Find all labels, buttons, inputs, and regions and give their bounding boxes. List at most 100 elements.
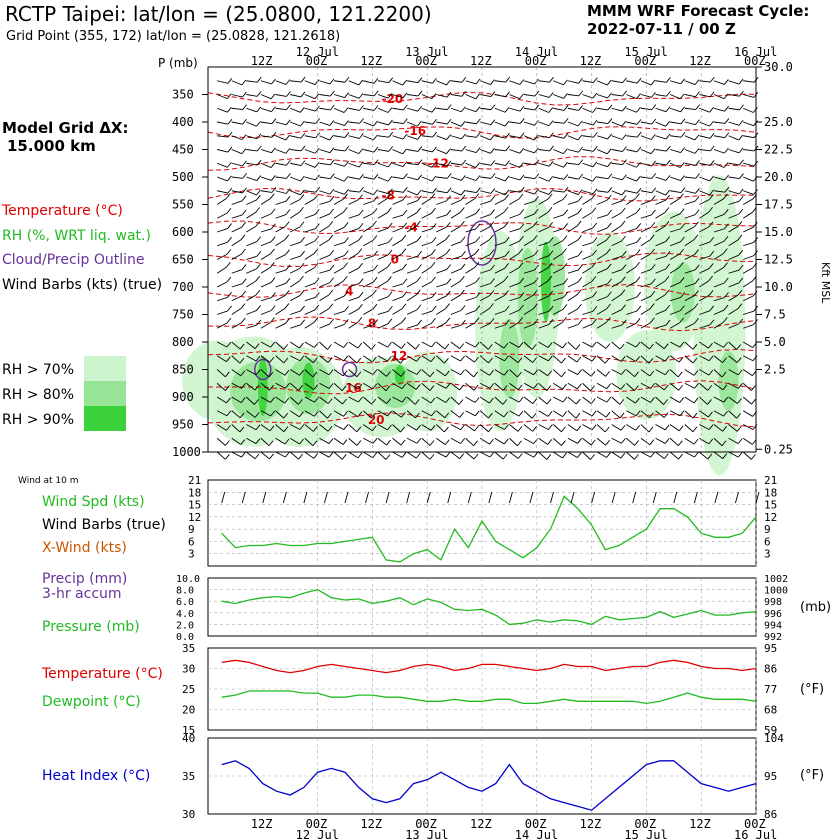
wind-barb-flag (226, 317, 232, 324)
wind-barb (436, 107, 448, 111)
wind-barb-flag (694, 221, 699, 228)
wind-barb-flag (707, 453, 713, 460)
wind-barb (465, 410, 476, 417)
wind-barb (728, 410, 737, 419)
wind-barb-flag (666, 90, 671, 97)
wind-barb (377, 121, 389, 126)
temp-tick-left: 30 (182, 663, 195, 676)
wind-barb-flag (548, 189, 554, 195)
wind-barb (479, 382, 491, 389)
wind-barb (406, 225, 417, 233)
wind-barb-flag (357, 248, 363, 254)
wind-barb-flag (738, 188, 744, 195)
temp-contour-label: 20 (368, 413, 385, 427)
wind-barb-flag (286, 173, 291, 179)
wind-barb (406, 255, 418, 260)
wind-barb (655, 424, 666, 431)
wind-barb (377, 242, 389, 247)
wind-barb-flag (373, 90, 379, 97)
wind-barb (684, 295, 695, 302)
wind-barb (582, 135, 594, 138)
wind-barb (392, 149, 403, 155)
wind-barb (231, 396, 242, 403)
wind-barb (450, 162, 462, 166)
wind-barb (728, 424, 738, 432)
time-tick-label-top: 12Z (360, 54, 382, 68)
wind-barb (275, 369, 286, 376)
wind-barb (669, 341, 681, 348)
wind-barb-flag (563, 173, 569, 180)
wind-barb-flag (476, 118, 481, 125)
wind-barb (611, 369, 622, 375)
wind-barb (494, 190, 506, 196)
wind-barb (523, 254, 535, 260)
wind-barb (436, 190, 448, 194)
wind-barb (611, 107, 623, 112)
wind-barb (333, 437, 344, 445)
pressure-tick-label: 500 (172, 170, 194, 184)
wind-barb-flag (458, 399, 464, 405)
wind-barb (216, 228, 228, 233)
precip-tick-label: 0.0 (176, 632, 194, 643)
wind-barb (655, 382, 665, 391)
wind-barb (407, 80, 419, 84)
wind-barb (582, 355, 593, 362)
wind-barb (348, 253, 359, 260)
wind-barb (406, 324, 418, 329)
wind-barb-flag (490, 104, 496, 110)
wind-barb (377, 107, 389, 113)
wind-barb (406, 382, 417, 390)
wind-barb-flag (344, 76, 350, 83)
wind-barb (494, 324, 506, 329)
wind-barb (480, 282, 491, 288)
wind-barb (567, 162, 579, 166)
wind-barb (728, 254, 739, 260)
wind-barb-flag (533, 383, 539, 389)
surface-wind-barb (508, 491, 513, 504)
wind-barb-flag (445, 234, 450, 241)
wind-barb (743, 324, 754, 329)
wind-barb (392, 382, 403, 390)
wind-barb (216, 322, 228, 329)
wind-barb-flag (446, 79, 451, 86)
wind-barb (407, 162, 419, 166)
wind-barb-flag (241, 451, 246, 458)
wind-barb-flag (722, 426, 727, 432)
wind-barb (728, 396, 738, 404)
wind-barb-flag (548, 319, 554, 325)
wind-barb-flag (504, 263, 509, 269)
wind-barb (669, 369, 679, 378)
wind-barb (523, 341, 533, 350)
wind-barb-flag (663, 453, 669, 459)
wind-barb (231, 369, 242, 377)
wind-tick-right: 18 (764, 486, 777, 499)
wind-barb-flag (417, 134, 422, 140)
wind-barb (567, 80, 579, 84)
wind-barb-flag (518, 193, 524, 200)
wind-barb-flag (503, 369, 509, 376)
wind-barb-flag (607, 92, 612, 99)
wind-barb-flag (474, 397, 480, 403)
wind-barb-flag (358, 133, 364, 139)
wind-barb-flag (519, 277, 525, 284)
wind-barb-flag (300, 160, 306, 166)
wind-barb (553, 308, 564, 315)
wind-barb (421, 176, 433, 182)
wind-barb (538, 280, 549, 288)
wind-barb (333, 211, 344, 219)
wind-barb (669, 241, 681, 247)
height-tick-label: 30.0 (764, 60, 793, 74)
wind-barb (216, 212, 228, 219)
wind-barb-flag (283, 412, 289, 419)
wind-barb (260, 341, 271, 348)
wind-barb (538, 324, 550, 329)
wind-barb-flag (575, 412, 581, 419)
wind-barb (421, 94, 433, 100)
wind-barb (348, 94, 360, 99)
wind-barb-flag (241, 221, 246, 228)
wind-barb-flag (577, 319, 583, 325)
wind-barb (450, 424, 461, 431)
wind-barb-flag (432, 77, 437, 84)
wind-barb-flag (590, 454, 595, 460)
wind-barb (479, 410, 489, 419)
